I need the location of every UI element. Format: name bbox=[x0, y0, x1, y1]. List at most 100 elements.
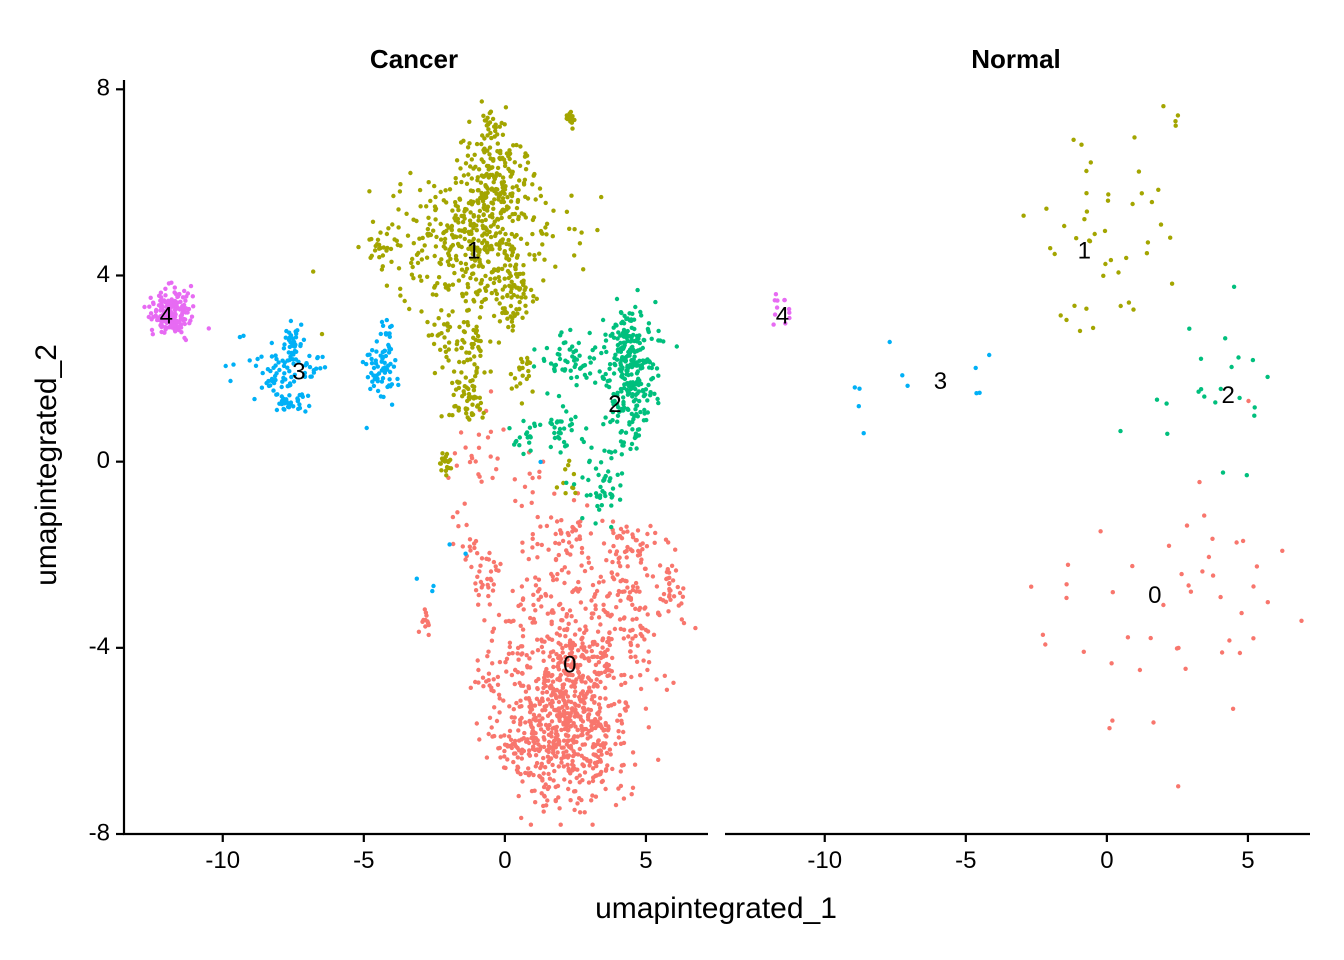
cell-point-cluster-3 bbox=[387, 377, 392, 382]
cell-point-cluster-1 bbox=[572, 227, 577, 232]
cell-point-cluster-3 bbox=[292, 372, 297, 377]
cell-point-cluster-0 bbox=[584, 691, 589, 696]
cell-point-cluster-2 bbox=[627, 422, 632, 427]
cell-point-cluster-0 bbox=[539, 761, 544, 766]
cell-point-cluster-0 bbox=[520, 627, 526, 632]
cell-point-cluster-3 bbox=[376, 371, 382, 376]
cell-point-cluster-1 bbox=[1084, 209, 1090, 214]
cell-point-cluster-0 bbox=[592, 718, 597, 723]
cell-point-cluster-0 bbox=[519, 737, 524, 742]
cell-point-cluster-0 bbox=[643, 706, 649, 711]
cell-point-cluster-1 bbox=[1084, 306, 1089, 311]
cell-point-cluster-2 bbox=[517, 443, 522, 448]
cell-point-cluster-0 bbox=[634, 659, 640, 664]
cell-point-cluster-1 bbox=[499, 180, 504, 185]
cell-point-cluster-2 bbox=[541, 356, 546, 362]
cell-point-cluster-1 bbox=[491, 222, 496, 227]
cell-point-cluster-3 bbox=[391, 364, 397, 369]
cell-point-cluster-4 bbox=[149, 327, 155, 333]
cell-point-cluster-0 bbox=[618, 564, 623, 569]
cell-point-cluster-0 bbox=[609, 570, 615, 576]
cell-point-cluster-0 bbox=[450, 514, 456, 520]
cell-point-cluster-1 bbox=[467, 141, 472, 146]
cell-point-cluster-4 bbox=[772, 312, 778, 317]
x-tick-label: 0 bbox=[498, 847, 511, 874]
cell-point-cluster-0 bbox=[540, 708, 545, 713]
cell-point-cluster-0 bbox=[530, 650, 535, 655]
cell-point-cluster-0 bbox=[568, 699, 574, 705]
cell-point-cluster-0 bbox=[491, 677, 496, 682]
cell-point-cluster-0 bbox=[628, 642, 634, 648]
cell-point-cluster-2 bbox=[633, 386, 638, 392]
cell-point-cluster-1 bbox=[502, 263, 508, 268]
cell-point-cluster-0 bbox=[538, 765, 543, 771]
cell-point-cluster-0 bbox=[472, 545, 477, 551]
cell-point-cluster-1 bbox=[502, 284, 508, 289]
cell-point-cluster-1 bbox=[523, 303, 528, 308]
cell-point-cluster-1 bbox=[492, 134, 497, 139]
cell-point-cluster-4 bbox=[147, 304, 152, 309]
cell-point-cluster-0 bbox=[634, 589, 639, 594]
cell-point-cluster-0 bbox=[623, 700, 628, 705]
cell-point-cluster-0 bbox=[601, 607, 606, 613]
cell-point-cluster-3 bbox=[298, 343, 303, 349]
cell-point-cluster-1 bbox=[459, 179, 464, 185]
cell-point-cluster-1 bbox=[474, 368, 479, 374]
cell-point-cluster-2 bbox=[674, 344, 679, 349]
cell-point-cluster-0 bbox=[625, 585, 630, 590]
cell-point-cluster-3 bbox=[288, 400, 294, 405]
cell-point-cluster-1 bbox=[453, 200, 458, 205]
cell-point-cluster-3 bbox=[291, 339, 297, 345]
cell-point-cluster-0 bbox=[475, 574, 480, 579]
cell-point-cluster-3 bbox=[387, 331, 392, 336]
cell-point-cluster-3 bbox=[375, 364, 380, 369]
cell-point-cluster-2 bbox=[607, 366, 612, 371]
cell-point-cluster-1 bbox=[384, 283, 390, 288]
cell-point-cluster-3 bbox=[378, 331, 383, 337]
cell-point-cluster-0 bbox=[540, 696, 545, 701]
cell-point-cluster-1 bbox=[506, 275, 511, 281]
cell-point-cluster-0 bbox=[630, 584, 636, 589]
cell-point-cluster-0 bbox=[560, 704, 565, 710]
cell-point-cluster-1 bbox=[487, 120, 493, 125]
cell-point-cluster-4 bbox=[188, 283, 194, 289]
cell-point-cluster-3 bbox=[279, 384, 284, 390]
cell-point-cluster-0 bbox=[617, 617, 623, 622]
cell-point-cluster-0 bbox=[569, 684, 574, 689]
cell-point-cluster-1 bbox=[530, 299, 536, 304]
cell-point-cluster-3 bbox=[259, 385, 265, 390]
cell-point-cluster-0 bbox=[536, 577, 542, 582]
cell-point-cluster-0 bbox=[600, 518, 605, 523]
cell-point-cluster-3 bbox=[382, 348, 388, 353]
cell-point-cluster-1 bbox=[1088, 160, 1094, 165]
cell-point-cluster-0 bbox=[507, 704, 512, 709]
cell-point-cluster-3 bbox=[861, 431, 866, 436]
cell-point-cluster-2 bbox=[625, 365, 630, 370]
cell-point-cluster-0 bbox=[520, 634, 526, 639]
cell-point-cluster-4 bbox=[172, 301, 178, 306]
cell-point-cluster-0 bbox=[595, 629, 601, 634]
cell-point-cluster-0 bbox=[1227, 638, 1232, 643]
cell-point-cluster-0 bbox=[604, 734, 609, 739]
cell-point-cluster-2 bbox=[568, 327, 573, 333]
cell-point-cluster-0 bbox=[572, 656, 577, 661]
cell-point-cluster-1 bbox=[478, 400, 484, 406]
cell-point-cluster-0 bbox=[611, 530, 616, 536]
cell-point-cluster-2 bbox=[633, 407, 638, 412]
cell-point-cluster-2 bbox=[608, 476, 613, 481]
cell-point-cluster-0 bbox=[604, 661, 609, 667]
cell-point-cluster-0 bbox=[530, 536, 535, 541]
cell-point-cluster-1 bbox=[492, 197, 497, 202]
cell-point-cluster-0 bbox=[611, 675, 616, 680]
cell-point-cluster-1 bbox=[538, 193, 544, 199]
cell-point-cluster-1 bbox=[543, 200, 548, 206]
cell-point-cluster-1 bbox=[492, 175, 497, 180]
cell-point-cluster-0 bbox=[469, 453, 474, 459]
cell-point-cluster-1 bbox=[478, 348, 483, 353]
cell-point-cluster-2 bbox=[564, 409, 569, 414]
cell-point-cluster-1 bbox=[499, 215, 504, 221]
cell-point-cluster-0 bbox=[548, 701, 553, 706]
cell-point-cluster-0 bbox=[567, 779, 573, 785]
cell-point-cluster-2 bbox=[618, 430, 623, 435]
cell-point-cluster-1 bbox=[495, 141, 500, 146]
